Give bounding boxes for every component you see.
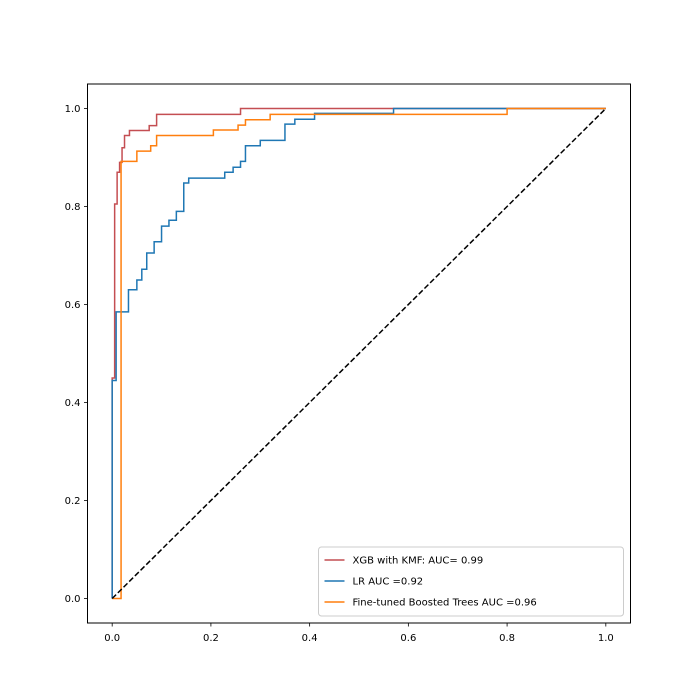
plot-area [111,107,607,600]
y-tick-label: 0.6 [65,300,81,311]
legend-label: Fine-tuned Boosted Trees AUC =0.96 [353,598,537,609]
x-tick-label: 0.6 [400,633,416,644]
legend-label: LR AUC =0.92 [353,577,424,588]
y-tick-label: 1.0 [65,104,81,115]
x-tick-label: 0.2 [203,633,219,644]
x-axis: 0.0 0.2 0.4 0.6 0.8 1.0 [104,623,614,644]
chance-diagonal-line [111,107,607,600]
legend: XGB with KMF: AUC= 0.99 LR AUC =0.92 Fine-… [318,546,624,617]
x-tick-label: 0.4 [302,633,318,644]
series-line-1 [111,107,606,599]
plot-frame [87,83,631,624]
series-line-2 [112,107,606,600]
y-axis: 0.0 0.2 0.4 0.6 0.8 1.0 [65,104,88,605]
legend-label: XGB with KMF: AUC= 0.99 [353,556,484,567]
y-tick-label: 0.2 [65,496,81,507]
legend-box [318,546,624,617]
series-line-0 [111,107,606,599]
x-tick-label: 1.0 [598,633,614,644]
y-tick-label: 0.0 [65,594,81,605]
x-tick-label: 0.8 [499,633,515,644]
x-tick-label: 0.0 [104,633,120,644]
y-tick-label: 0.8 [65,202,81,213]
y-tick-label: 0.4 [65,398,81,409]
